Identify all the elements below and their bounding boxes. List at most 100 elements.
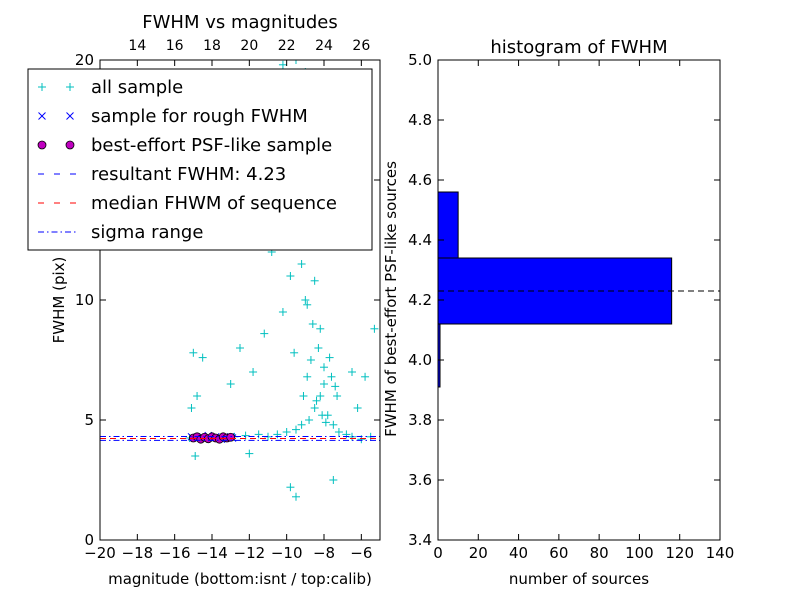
legend-entry: median FHWM of sequence — [38, 193, 337, 214]
left-x-tick-label: −10 — [271, 544, 303, 562]
right-x-tick-label: 0 — [433, 544, 443, 562]
left-x-axis-label: magnitude (bottom:isnt / top:calib) — [108, 570, 372, 588]
all-sample-point — [290, 348, 299, 357]
left-x-tick-label: −8 — [313, 544, 335, 562]
all-sample-point — [353, 404, 362, 412]
all-sample-point — [310, 404, 319, 412]
all-sample-point — [278, 308, 287, 316]
left-x-tick-label: −12 — [234, 544, 266, 562]
all-sample-point — [299, 392, 308, 400]
all-sample-point — [292, 492, 300, 501]
legend-x-b — [66, 112, 74, 120]
all-sample-point — [236, 344, 244, 352]
all-sample-point — [193, 392, 202, 400]
left-top-x-tick-label: 20 — [240, 38, 258, 54]
all-sample-point — [282, 428, 291, 436]
all-sample-point — [249, 368, 258, 376]
all-sample-point — [320, 363, 328, 372]
all-sample-point — [198, 353, 207, 362]
all-sample-point — [286, 272, 295, 280]
all-sample-point — [189, 348, 198, 357]
right-x-tick-label: 80 — [590, 544, 609, 562]
right-chart-title: histogram of FWHM — [490, 37, 667, 58]
legend-box — [27, 68, 373, 251]
left-top-x-tick-label: 16 — [166, 38, 184, 54]
left-x-tick-label: −6 — [350, 544, 372, 562]
right-chart-marks — [437, 191, 720, 388]
all-sample-point — [292, 425, 300, 434]
right-y-tick-label: 4.2 — [408, 291, 432, 309]
all-sample-point — [329, 420, 338, 429]
legend-circle — [65, 140, 75, 150]
all-sample-point — [312, 396, 321, 405]
all-sample-point — [314, 344, 323, 352]
legend-label: all sample — [91, 77, 183, 98]
left-y-tick-label: 10 — [75, 291, 94, 309]
right-y-tick-label: 3.8 — [408, 411, 432, 429]
right-y-tick-label: 5.0 — [408, 51, 432, 69]
left-top-x-tick-label: 18 — [203, 38, 221, 54]
legend-label: resultant FWHM: 4.23 — [91, 164, 286, 185]
fwhm-histogram-plot: histogram of FWHM 0 20 40 60 80 100 120 140 3.4 3… — [382, 37, 734, 588]
all-sample-point — [226, 380, 235, 388]
legend-entry: best-effort PSF-like sample — [37, 135, 332, 156]
right-x-tick-label: 120 — [665, 544, 694, 562]
all-sample-point — [273, 430, 282, 439]
left-marks-clipped — [100, 60, 380, 501]
all-sample-point — [305, 416, 314, 424]
left-y-axis-label: FWHM (pix) — [50, 257, 68, 344]
left-top-x-tick-label: 26 — [352, 38, 370, 54]
all-sample-point — [321, 418, 330, 427]
right-x-tick-label: 140 — [706, 544, 735, 562]
right-y-axis-label: FWHM of best-effort PSF-like sources — [382, 161, 400, 437]
all-sample-point — [316, 324, 325, 333]
psf-like-point — [226, 432, 236, 442]
legend-entry: sigma range — [38, 222, 203, 243]
legend-label: sigma range — [91, 222, 203, 243]
legend-label: best-effort PSF-like sample — [91, 135, 332, 156]
histogram-bar — [437, 257, 673, 325]
legend-x-b — [38, 112, 46, 120]
all-sample-point — [191, 452, 200, 460]
right-y-tick-label: 4.8 — [408, 111, 432, 129]
all-sample-point — [310, 276, 319, 285]
all-sample-point — [303, 300, 312, 309]
right-chart-axes: 0 20 40 60 80 100 120 140 3.4 3.6 3.8 4.0 4.2 4.4 4.6 4… — [408, 51, 734, 562]
all-sample-point — [187, 404, 196, 412]
all-sample-point — [297, 260, 306, 268]
right-x-tick-label: 40 — [509, 544, 528, 562]
all-sample-point — [308, 320, 317, 328]
all-sample-point — [329, 476, 338, 484]
right-x-tick-label: 20 — [469, 544, 488, 562]
all-sample-point — [325, 353, 334, 362]
left-y-tick-label: 20 — [75, 51, 94, 69]
right-y-tick-label: 4.6 — [408, 171, 432, 189]
left-chart-title: FWHM vs magnitudes — [142, 12, 337, 33]
all-sample-point — [318, 411, 327, 420]
all-sample-point — [342, 430, 351, 439]
right-x-axis-label: number of sources — [509, 570, 649, 588]
all-sample-point — [297, 420, 306, 429]
all-sample-point — [292, 60, 300, 64]
left-top-x-tick-label: 24 — [315, 38, 333, 54]
all-sample-point — [306, 356, 315, 364]
right-y-tick-label: 3.6 — [408, 471, 432, 489]
all-sample-point — [348, 368, 356, 376]
legend-entry: all sample — [38, 77, 183, 98]
legend-circle — [37, 140, 47, 150]
left-chart-legend: all sample sample for rough FWHM best-effo… — [27, 68, 373, 251]
all-sample-point — [254, 430, 263, 439]
left-top-x-tick-label: 22 — [278, 38, 296, 54]
left-y-tick-label: 0 — [84, 531, 94, 549]
all-sample-point — [316, 392, 325, 400]
fwhm-vs-magnitude-plot: FWHM vs magnitudes −20 −18 −16 −14 −12 −10 −8−… — [27, 12, 381, 588]
legend-entry: resultant FWHM: 4.23 — [38, 164, 286, 185]
histogram-bar — [437, 191, 459, 259]
left-x-tick-label: −14 — [196, 544, 228, 562]
left-y-tick-label: 5 — [84, 411, 94, 429]
all-sample-point — [370, 324, 379, 333]
all-sample-point — [286, 483, 295, 492]
all-sample-point — [361, 372, 370, 381]
all-sample-point — [334, 428, 343, 436]
legend-entry: sample for rough FWHM — [38, 106, 308, 127]
